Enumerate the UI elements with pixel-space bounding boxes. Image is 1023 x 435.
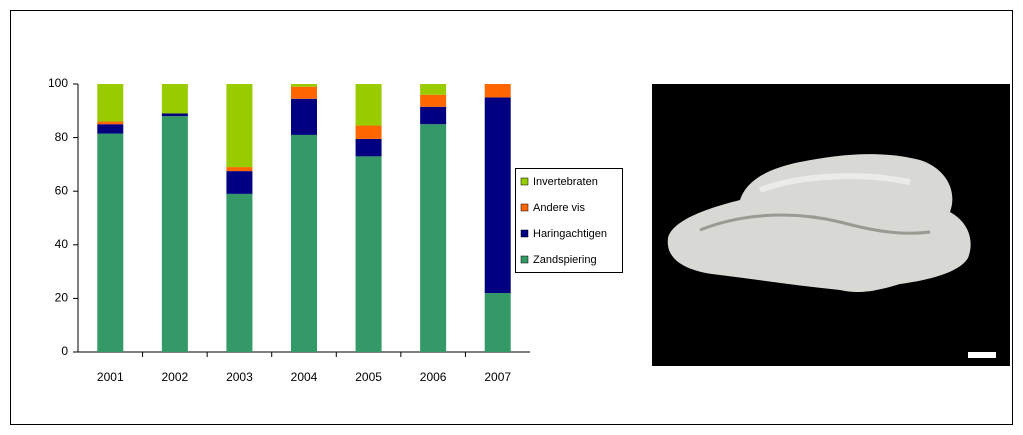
y-tick-label: 60 [55,183,69,197]
legend [515,168,623,273]
bar-segment [420,94,447,107]
bar-segment [97,121,124,125]
x-tick-label: 2002 [162,370,189,384]
otolith [667,154,971,293]
legend-swatch [520,255,529,264]
x-tick-label: 2004 [291,370,318,384]
bar-segment [355,84,382,126]
bar-segment [97,84,124,122]
legend-label: Andere vis [533,202,585,214]
bar-segment [226,84,253,168]
y-tick-label: 80 [55,130,69,144]
y-tick-label: 40 [55,237,69,251]
bar-segment [226,171,253,194]
legend-swatch [520,177,529,186]
bar-segment [420,106,447,125]
legend-swatch [520,203,529,212]
bar-segment [355,156,382,352]
bar-segment [161,116,188,352]
bar-segment [291,84,317,87]
bar-segment [161,113,188,117]
bar-segment [355,138,382,157]
bar-segment [484,97,511,294]
scale-bar [968,352,996,358]
otolith-highlight [758,173,911,193]
bar-segment [161,84,188,114]
bar-segment [484,293,511,352]
bar-segment [355,125,382,139]
legend-label: Haringachtigen [533,228,607,240]
x-tick-label: 2005 [355,370,382,384]
bar-segment [420,84,447,95]
bar-segment [226,167,253,172]
legend-label: Invertebraten [533,176,598,188]
bar-segment [291,134,317,352]
bar-segment [97,133,124,352]
bar-segment [291,86,317,99]
otolith-groove [699,213,931,235]
bar-segment [484,84,511,98]
y-tick-label: 20 [55,291,69,305]
legend-label: Zandspiering [533,254,597,266]
bar-segment [97,124,124,134]
bar-segment [420,124,447,352]
bar-segment [291,98,317,135]
photo [652,84,1010,366]
y-tick-label: 100 [48,76,68,90]
bar-segment [226,193,253,352]
legend-swatch [520,229,529,238]
x-tick-label: 2001 [97,370,124,384]
x-tick-label: 2003 [226,370,253,384]
y-tick-label: 0 [61,344,68,358]
x-tick-label: 2006 [420,370,447,384]
x-tick-label: 2007 [484,370,511,384]
